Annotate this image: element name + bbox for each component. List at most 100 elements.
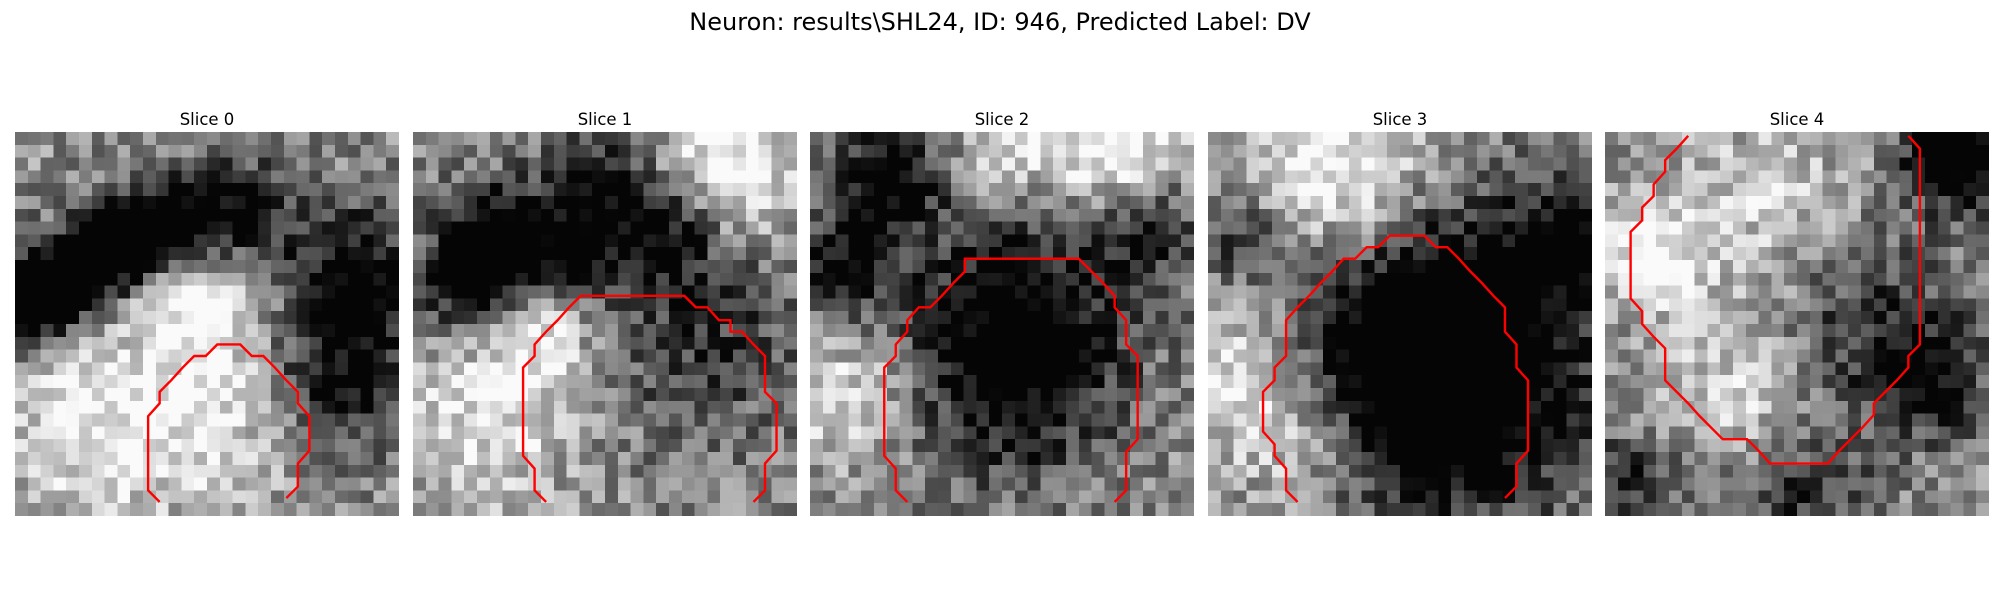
image-pixel [1976, 413, 1989, 427]
image-pixel [938, 196, 952, 210]
image-pixel [1784, 388, 1798, 402]
image-pixel [360, 221, 374, 235]
image-pixel [1899, 375, 1913, 389]
image-pixel [489, 170, 503, 184]
image-pixel [1117, 285, 1131, 299]
image-pixel [489, 157, 503, 171]
image-pixel [1233, 311, 1247, 325]
image-pixel [669, 413, 683, 427]
image-pixel [502, 439, 516, 453]
image-pixel [976, 144, 990, 158]
image-pixel [899, 170, 913, 184]
image-pixel [1142, 132, 1156, 146]
image-pixel [1040, 298, 1054, 312]
image-pixel [886, 324, 900, 338]
image-pixel [194, 272, 208, 286]
image-pixel [309, 477, 323, 491]
image-pixel [822, 272, 836, 286]
image-pixel [1272, 196, 1286, 210]
image-pixel [1208, 132, 1222, 146]
image-pixel [528, 272, 542, 286]
image-pixel [1976, 234, 1989, 248]
image-pixel [258, 285, 272, 299]
image-pixel [438, 247, 452, 261]
image-pixel [553, 439, 567, 453]
image-pixel [1937, 298, 1951, 312]
image-pixel [438, 132, 452, 146]
image-pixel [1476, 221, 1490, 235]
image-pixel [1797, 503, 1811, 516]
image-pixel [181, 196, 195, 210]
image-pixel [1104, 336, 1118, 350]
image-pixel [27, 170, 41, 184]
image-pixel [40, 196, 54, 210]
image-pixel [360, 336, 374, 350]
image-pixel [27, 157, 41, 171]
image-pixel [1515, 336, 1529, 350]
image-pixel [1104, 234, 1118, 248]
image-pixel [528, 196, 542, 210]
image-pixel [373, 272, 387, 286]
image-pixel [681, 439, 695, 453]
image-pixel [386, 260, 399, 274]
slice-image-0 [15, 132, 399, 516]
image-pixel [1605, 247, 1619, 261]
image-pixel [1733, 132, 1747, 146]
image-pixel [1489, 132, 1503, 146]
image-pixel [1040, 336, 1054, 350]
image-pixel [1925, 477, 1939, 491]
image-pixel [1912, 477, 1926, 491]
image-pixel [1489, 144, 1503, 158]
image-pixel [925, 503, 939, 516]
image-pixel [950, 464, 964, 478]
image-pixel [1643, 388, 1657, 402]
image-pixel [258, 157, 272, 171]
image-pixel [630, 439, 644, 453]
image-pixel [1027, 298, 1041, 312]
image-pixel [91, 247, 105, 261]
image-pixel [489, 260, 503, 274]
image-pixel [1489, 413, 1503, 427]
image-pixel [528, 324, 542, 338]
image-pixel [322, 490, 336, 504]
image-pixel [643, 196, 657, 210]
image-pixel [1528, 477, 1542, 491]
image-pixel [1259, 464, 1273, 478]
image-pixel [464, 221, 478, 235]
image-pixel [1091, 477, 1105, 491]
image-pixel [1566, 183, 1580, 197]
image-pixel [861, 336, 875, 350]
image-pixel [874, 503, 888, 516]
image-pixel [309, 221, 323, 235]
image-pixel [258, 247, 272, 261]
image-pixel [553, 221, 567, 235]
image-pixel [1014, 503, 1028, 516]
image-pixel [1246, 144, 1260, 158]
image-pixel [1809, 324, 1823, 338]
image-pixel [656, 477, 670, 491]
image-pixel [1656, 208, 1670, 222]
image-pixel [1438, 362, 1452, 376]
image-pixel [1937, 157, 1951, 171]
image-pixel [1168, 400, 1182, 414]
image-pixel [1797, 400, 1811, 414]
image-pixel [669, 247, 683, 261]
image-pixel [1784, 157, 1798, 171]
image-pixel [1412, 311, 1426, 325]
image-pixel [130, 234, 144, 248]
image-pixel [950, 477, 964, 491]
image-pixel [296, 260, 310, 274]
image-pixel [1861, 144, 1875, 158]
image-pixel [1361, 183, 1375, 197]
image-pixel [1669, 452, 1683, 466]
image-pixel [91, 452, 105, 466]
image-pixel [1937, 426, 1951, 440]
image-pixel [656, 464, 670, 478]
image-pixel [464, 157, 478, 171]
image-pixel [1937, 477, 1951, 491]
image-pixel [425, 144, 439, 158]
image-pixel [643, 426, 657, 440]
image-pixel [1579, 439, 1592, 453]
image-pixel [194, 247, 208, 261]
image-pixel [1809, 170, 1823, 184]
